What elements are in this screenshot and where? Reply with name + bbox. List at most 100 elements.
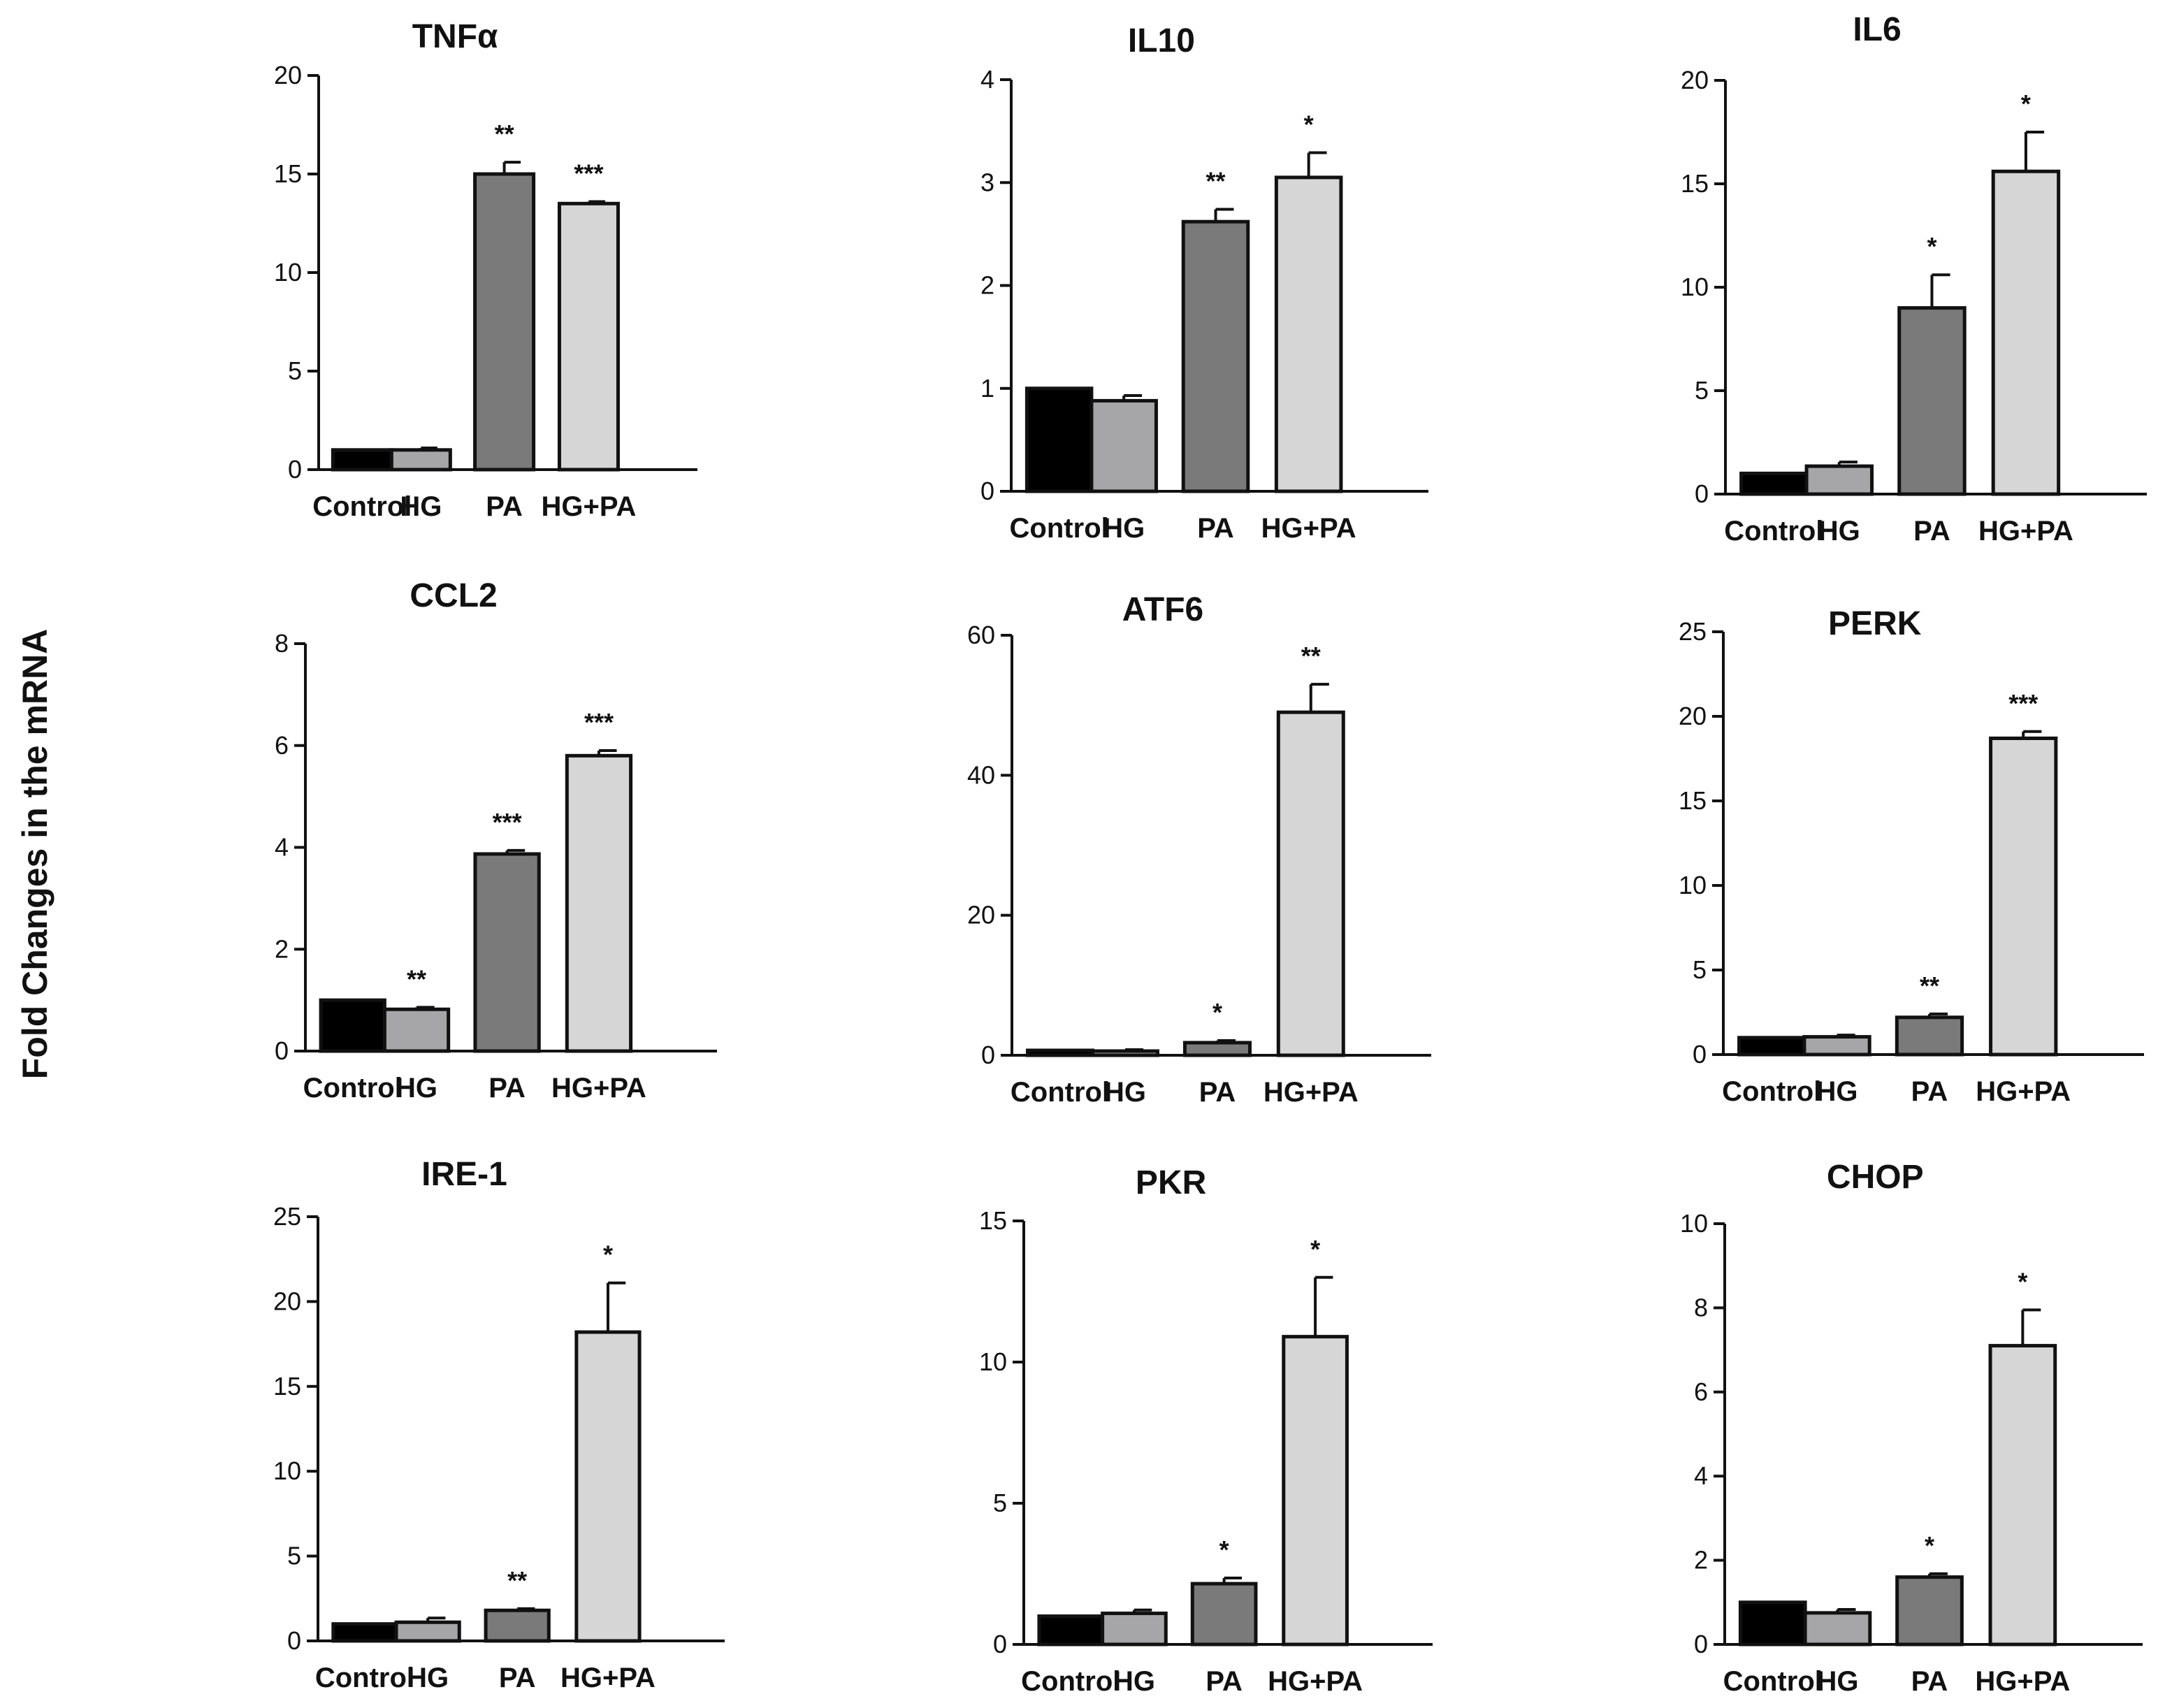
significance-label: * (1212, 998, 1222, 1027)
y-tick-label: 0 (993, 1630, 1007, 1658)
category-label: HG (407, 1663, 449, 1693)
bar-control (1738, 1600, 1807, 1647)
significance-label: ** (495, 120, 514, 148)
y-tick-label: 5 (993, 1489, 1007, 1517)
significance-label: *** (493, 808, 522, 837)
y-tick-label: 8 (1694, 1293, 1708, 1322)
category-label: Control (1021, 1666, 1120, 1697)
y-tick-label: 2 (275, 934, 289, 963)
category-label: Control (1010, 513, 1109, 544)
category-label: PA (1911, 1076, 1948, 1107)
bar-control (331, 448, 393, 472)
significance-label: * (2018, 1267, 2027, 1296)
category-label: HG+PA (1976, 1076, 2071, 1107)
y-tick-label: 15 (1681, 169, 1709, 198)
y-tick-label: 15 (274, 159, 302, 188)
bar-hg (1804, 464, 1874, 496)
y-tick-label: 0 (288, 455, 302, 484)
bar-control (1026, 1048, 1094, 1057)
y-tick-label: 5 (1695, 376, 1709, 405)
category-label: Control (303, 1073, 403, 1103)
chart-ccl2: CCL2 0 2 4 6 8 Control ** HG *** PA *** HG+PA (275, 577, 717, 1103)
category-label: PA (488, 1073, 526, 1103)
category-label: PA (1913, 516, 1950, 547)
bar-hg-pa (1276, 710, 1345, 1057)
bar-hg (382, 1007, 451, 1053)
y-tick-label: 0 (981, 1041, 995, 1069)
y-tick-label: 5 (287, 1542, 301, 1570)
category-label: HG (396, 1073, 437, 1103)
y-tick-label: 10 (1681, 273, 1709, 301)
y-tick-label: 10 (1680, 1209, 1708, 1238)
chart-title: IL6 (1853, 11, 1901, 48)
y-tick-label: 8 (275, 629, 289, 658)
bar-control (1739, 471, 1809, 496)
category-label: PA (1199, 1077, 1236, 1108)
significance-label: *** (584, 708, 614, 737)
category-label: HG+PA (1978, 516, 2073, 547)
y-tick-label: 3 (980, 168, 994, 196)
category-label: HG+PA (1268, 1666, 1363, 1697)
y-tick-label: 10 (1679, 871, 1707, 899)
y-tick-label: 20 (967, 901, 995, 929)
category-label: HG (1113, 1666, 1155, 1697)
significance-label: *** (2008, 689, 2038, 718)
significance-label: ** (1301, 642, 1321, 670)
bar-hg-pa (1988, 1344, 2057, 1647)
bar-hg-pa (557, 201, 620, 472)
y-tick-label: 20 (1679, 702, 1707, 730)
y-tick-label: 20 (273, 1287, 301, 1315)
bar-hg (1802, 1035, 1871, 1057)
y-tick-label: 2 (980, 271, 994, 300)
significance-label: * (1927, 232, 1936, 261)
bar-pa (484, 1608, 551, 1643)
y-tick-label: 15 (1679, 786, 1707, 815)
y-tick-label: 0 (980, 477, 994, 505)
category-label: PA (1911, 1666, 1948, 1697)
category-label: Control (1723, 1666, 1823, 1697)
bar-hg (1803, 1611, 1872, 1647)
bar-hg (1101, 1612, 1168, 1647)
chart-title: PKR (1136, 1164, 1206, 1201)
y-tick-label: 20 (1681, 66, 1709, 94)
category-label: Control (1011, 1077, 1110, 1108)
y-tick-label: 2 (1694, 1546, 1708, 1575)
y-tick-label: 6 (1694, 1377, 1708, 1406)
chart-title: IL10 (1128, 22, 1195, 59)
y-tick-label: 4 (1694, 1461, 1708, 1490)
y-tick-label: 10 (274, 258, 302, 287)
category-label: PA (486, 491, 523, 522)
bar-hg-pa (1282, 1335, 1349, 1647)
y-tick-label: 25 (1679, 617, 1707, 646)
bar-control (1037, 1614, 1105, 1647)
y-tick-label: 4 (275, 833, 289, 862)
y-tick-label: 4 (980, 65, 994, 94)
category-label: PA (499, 1663, 536, 1693)
y-axis-label: Fold Changes in the mRNA (15, 628, 55, 1080)
significance-label: * (2021, 89, 2031, 118)
bar-pa (473, 852, 541, 1053)
y-tick-label: 20 (274, 61, 302, 89)
y-tick-label: 0 (1693, 1040, 1707, 1069)
significance-label: * (1925, 1531, 1934, 1560)
y-tick-label: 10 (979, 1347, 1007, 1376)
significance-label: * (1219, 1535, 1229, 1564)
y-tick-label: 0 (275, 1036, 289, 1065)
y-tick-label: 0 (287, 1626, 301, 1655)
category-label: HG+PA (1975, 1666, 2070, 1697)
y-tick-label: 40 (967, 760, 995, 789)
bar-hg (1091, 1049, 1159, 1057)
bar-pa (1190, 1582, 1258, 1647)
y-tick-label: 5 (1693, 955, 1707, 984)
bar-control (331, 1622, 398, 1643)
bar-hg (394, 1620, 461, 1643)
bar-hg (1089, 398, 1158, 493)
chart-title: ATF6 (1122, 591, 1203, 628)
bar-pa (1895, 1015, 1964, 1057)
bar-pa (1895, 1575, 1964, 1647)
bar-pa (1897, 306, 1967, 496)
bar-hg (389, 448, 452, 472)
